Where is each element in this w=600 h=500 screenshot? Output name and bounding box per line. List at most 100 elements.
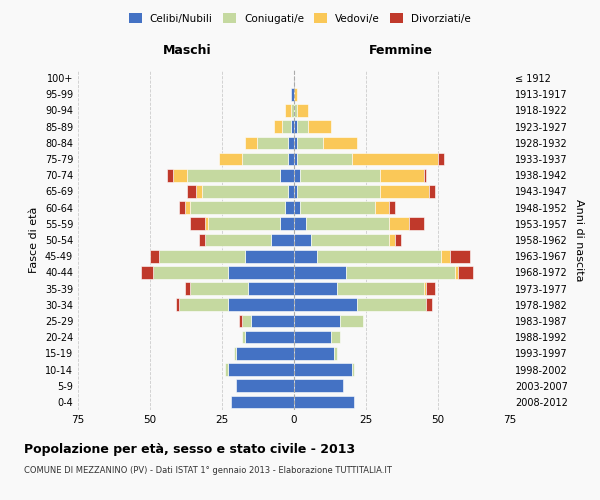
- Bar: [427, 282, 435, 295]
- Bar: [190, 202, 286, 214]
- Y-axis label: Anni di nascita: Anni di nascita: [574, 198, 584, 281]
- Bar: [430, 185, 435, 198]
- Text: COMUNE DI MEZZANINO (PV) - Dati ISTAT 1° gennaio 2013 - Elaborazione TUTTITALIA.: COMUNE DI MEZZANINO (PV) - Dati ISTAT 1°…: [24, 466, 392, 475]
- Bar: [288, 185, 294, 198]
- Bar: [294, 396, 355, 408]
- Legend: Celibi/Nubili, Coniugati/e, Vedovi/e, Divorziati/e: Celibi/Nubili, Coniugati/e, Vedovi/e, Di…: [126, 10, 474, 26]
- Bar: [441, 250, 449, 262]
- Bar: [251, 314, 294, 328]
- Bar: [424, 169, 427, 181]
- Bar: [196, 185, 202, 198]
- Bar: [288, 152, 294, 166]
- Bar: [219, 152, 242, 166]
- Bar: [294, 218, 305, 230]
- Bar: [458, 266, 473, 278]
- Bar: [352, 363, 355, 376]
- Bar: [245, 331, 294, 344]
- Bar: [236, 347, 294, 360]
- Bar: [294, 314, 340, 328]
- Bar: [239, 314, 242, 328]
- Bar: [228, 266, 294, 278]
- Bar: [389, 218, 409, 230]
- Bar: [294, 202, 300, 214]
- Bar: [228, 298, 294, 311]
- Bar: [380, 185, 430, 198]
- Bar: [294, 136, 297, 149]
- Bar: [205, 218, 208, 230]
- Bar: [291, 88, 294, 101]
- Bar: [202, 185, 288, 198]
- Bar: [142, 266, 153, 278]
- Bar: [427, 298, 432, 311]
- Bar: [185, 202, 190, 214]
- Bar: [179, 298, 228, 311]
- Bar: [455, 266, 458, 278]
- Bar: [409, 218, 424, 230]
- Text: Maschi: Maschi: [163, 44, 212, 57]
- Bar: [242, 331, 245, 344]
- Bar: [288, 136, 294, 149]
- Text: Popolazione per età, sesso e stato civile - 2013: Popolazione per età, sesso e stato civil…: [24, 442, 355, 456]
- Bar: [199, 234, 205, 246]
- Bar: [271, 234, 294, 246]
- Bar: [280, 169, 294, 181]
- Bar: [449, 250, 470, 262]
- Bar: [317, 250, 441, 262]
- Bar: [294, 152, 297, 166]
- Bar: [294, 234, 311, 246]
- Bar: [233, 347, 236, 360]
- Bar: [352, 152, 438, 166]
- Bar: [245, 250, 294, 262]
- Bar: [245, 136, 257, 149]
- Bar: [236, 380, 294, 392]
- Bar: [205, 234, 271, 246]
- Bar: [187, 169, 280, 181]
- Bar: [331, 331, 340, 344]
- Bar: [340, 314, 363, 328]
- Bar: [242, 314, 251, 328]
- Bar: [274, 120, 283, 133]
- Bar: [300, 202, 374, 214]
- Bar: [358, 298, 427, 311]
- Bar: [424, 282, 427, 295]
- Bar: [167, 169, 173, 181]
- Bar: [291, 120, 294, 133]
- Bar: [294, 380, 343, 392]
- Bar: [294, 347, 334, 360]
- Bar: [300, 169, 380, 181]
- Bar: [294, 104, 297, 117]
- Bar: [346, 266, 455, 278]
- Bar: [297, 152, 352, 166]
- Bar: [294, 169, 300, 181]
- Bar: [438, 152, 444, 166]
- Bar: [294, 282, 337, 295]
- Bar: [311, 234, 389, 246]
- Bar: [294, 250, 317, 262]
- Bar: [297, 120, 308, 133]
- Bar: [308, 120, 331, 133]
- Bar: [389, 202, 395, 214]
- Bar: [248, 282, 294, 295]
- Bar: [150, 250, 158, 262]
- Bar: [374, 202, 389, 214]
- Bar: [228, 363, 294, 376]
- Bar: [380, 169, 424, 181]
- Bar: [242, 152, 288, 166]
- Bar: [230, 396, 294, 408]
- Bar: [337, 282, 424, 295]
- Bar: [294, 120, 297, 133]
- Bar: [395, 234, 401, 246]
- Bar: [190, 282, 248, 295]
- Bar: [173, 169, 187, 181]
- Bar: [208, 218, 280, 230]
- Bar: [305, 218, 389, 230]
- Bar: [190, 218, 205, 230]
- Bar: [179, 202, 185, 214]
- Bar: [283, 120, 291, 133]
- Bar: [294, 331, 331, 344]
- Bar: [158, 250, 245, 262]
- Bar: [297, 104, 308, 117]
- Bar: [280, 218, 294, 230]
- Bar: [257, 136, 288, 149]
- Bar: [294, 185, 297, 198]
